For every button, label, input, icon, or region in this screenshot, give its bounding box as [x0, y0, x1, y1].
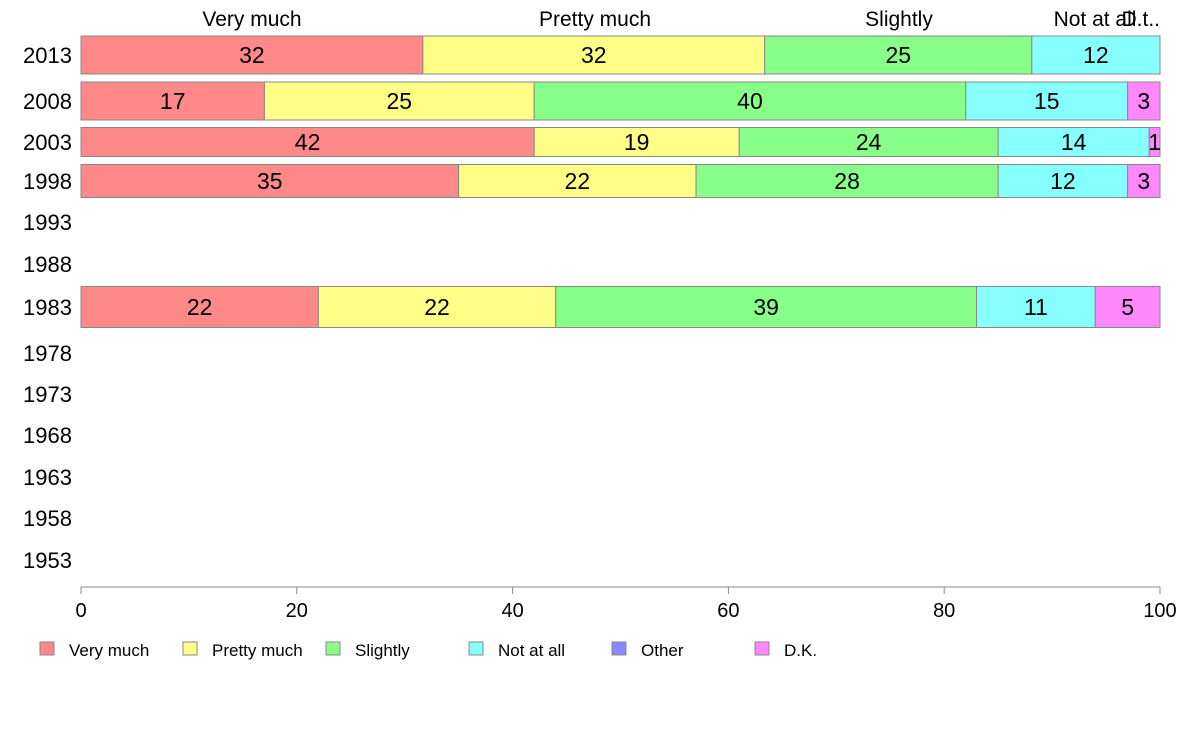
bar-2003-not-at-all: [997, 127, 1150, 157]
year-label-1953: 1953: [23, 548, 72, 573]
bar-label-2003-not-at-all: 14: [1061, 129, 1087, 155]
x-tick-label-80: 80: [933, 600, 955, 622]
legend-swatch-other: [611, 641, 627, 656]
bar-label-2003-slightly: 24: [856, 129, 882, 155]
bar-label-2003-pretty-much: 19: [624, 129, 650, 155]
year-label-1973: 1973: [23, 382, 72, 407]
bar-label-1983-not-at-all: 11: [1024, 294, 1048, 320]
year-label-1998: 1998: [23, 169, 72, 194]
top-category-labels: Very much Pretty much Slightly Not at allD.…: [202, 8, 1160, 31]
bar-label-2013-pretty-much: 32: [581, 42, 607, 68]
year-label-1993: 1993: [23, 210, 72, 235]
bar-2008-not-at-all: [965, 81, 1129, 121]
x-tick-label-20: 20: [286, 600, 308, 622]
bar-label-2013-not-at-all: 12: [1083, 42, 1109, 68]
bar-2008-very-much: [80, 81, 265, 121]
bar-label-1998-very-much: 35: [257, 168, 283, 194]
year-label-1968: 1968: [23, 423, 72, 448]
bar-1998-d-k-: [1127, 164, 1161, 198]
bar-1983-d-k-: [1094, 286, 1161, 328]
year-label-1963: 1963: [23, 465, 72, 490]
bar-2003-very-much: [80, 127, 535, 157]
bar-1998-very-much: [80, 164, 460, 198]
bar-label-2008-d-k-: 3: [1137, 88, 1150, 114]
year-axis-labels: 2013 2008 2003 1998 1993 1988 1983 1978 1973 1968…: [23, 43, 72, 573]
bar-2003-d-k-: [1148, 127, 1161, 157]
bar-1998-not-at-all: [997, 164, 1129, 198]
bar-label-1983-pretty-much: 22: [424, 294, 450, 320]
bar-2008-slightly: [533, 81, 967, 121]
legend-swatch-pretty-much: [182, 641, 198, 656]
bar-1983-very-much: [80, 286, 319, 328]
top-label-2: Slightly: [865, 8, 933, 31]
year-label-2013: 2013: [23, 43, 72, 68]
x-tick-label-40: 40: [501, 600, 523, 622]
bar-label-1983-d-k-: 5: [1121, 294, 1134, 320]
bar-label-2008-slightly: 40: [737, 88, 763, 114]
bar-1998-pretty-much: [458, 164, 697, 198]
bar-label-1998-d-k-: 3: [1137, 168, 1150, 194]
bar-value-labels: 32 32 25 12 17 25 40 15 3 42 19 24 14 1 35 22 28 12 3 22 22 3…: [160, 42, 1161, 320]
bar-label-2008-pretty-much: 25: [387, 88, 413, 114]
bar-2008-pretty-much: [263, 81, 535, 121]
bar-2008-d-k-: [1127, 81, 1161, 121]
bar-label-2013-slightly: 25: [885, 42, 911, 68]
x-tick-label-100: 100: [1143, 600, 1176, 622]
x-axis: 0 20 40 60 80 100: [75, 586, 1177, 622]
legend-label-slightly: Slightly: [355, 641, 410, 660]
legend: Very much Pretty much Slightly Not at all Ot…: [39, 641, 817, 660]
legend-swatch-d-k-: [754, 641, 770, 656]
bar-1998-slightly: [695, 164, 999, 198]
legend-label-d-k-: D.K.: [784, 641, 817, 660]
year-label-1983: 1983: [23, 295, 72, 320]
bar-2003-slightly: [738, 127, 999, 157]
bar-label-2008-not-at-all: 15: [1034, 88, 1060, 114]
bar-2013-not-at-all: [1031, 35, 1161, 75]
year-label-1978: 1978: [23, 341, 72, 366]
legend-label-very-much: Very much: [69, 641, 149, 660]
legend-swatch-not-at-all: [468, 641, 484, 656]
bar-label-1983-very-much: 22: [187, 294, 213, 320]
bar-label-1998-slightly: 28: [834, 168, 860, 194]
legend-label-not-at-all: Not at all: [498, 641, 565, 660]
bar-label-2003-very-much: 42: [295, 129, 321, 155]
bar-2003-pretty-much: [533, 127, 740, 157]
year-label-1988: 1988: [23, 252, 72, 277]
bar-2013-pretty-much: [422, 35, 766, 75]
top-label-1: Pretty much: [539, 8, 651, 31]
legend-label-other: Other: [641, 641, 684, 660]
bar-1983-not-at-all: [976, 286, 1096, 328]
top-label-3: Not at all: [1054, 8, 1137, 31]
bar-label-2008-very-much: 17: [160, 88, 186, 114]
bar-label-1998-not-at-all: 12: [1050, 168, 1076, 194]
legend-swatch-slightly: [325, 641, 341, 656]
legend-swatch-very-much: [39, 641, 55, 656]
bar-1983-pretty-much: [317, 286, 557, 328]
bar-label-1983-slightly: 39: [753, 294, 779, 320]
bar-label-2003-d-k-: 1: [1148, 129, 1161, 155]
year-label-2003: 2003: [23, 130, 72, 155]
bar-label-2013-very-much: 32: [239, 42, 265, 68]
bars-layer: [80, 35, 1161, 328]
year-label-2008: 2008: [23, 89, 72, 114]
x-tick-label-60: 60: [717, 600, 739, 622]
top-label-4: D.t..: [1121, 8, 1160, 31]
legend-label-pretty-much: Pretty much: [212, 641, 303, 660]
top-label-0: Very much: [202, 8, 301, 31]
x-tick-label-0: 0: [75, 600, 86, 622]
bar-label-1998-pretty-much: 22: [565, 168, 591, 194]
year-label-1958: 1958: [23, 506, 72, 531]
